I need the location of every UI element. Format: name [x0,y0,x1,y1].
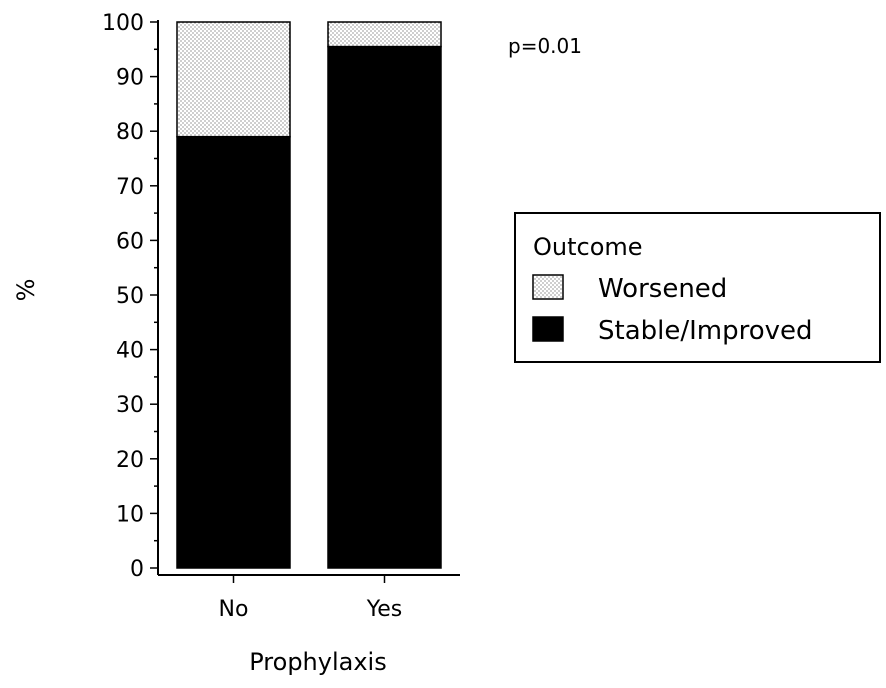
x-axis-title: Prophylaxis [249,648,386,676]
y-ticks: 0 10 20 30 40 50 60 70 80 90 100 [102,11,158,582]
p-value-annotation: p=0.01 [508,34,582,58]
legend-swatch-stable-improved [532,316,564,342]
x-tick-label: No [219,597,249,622]
legend-title: Outcome [533,233,643,261]
y-axis-title: % [12,279,40,302]
y-axis: 0 10 20 30 40 50 60 70 80 90 100 [102,11,159,582]
y-tick-label: 30 [116,393,144,418]
x-tick-label: Yes [366,597,403,622]
legend-box [514,212,881,363]
y-tick-label: 100 [102,11,144,36]
y-tick-label: 70 [116,175,144,200]
y-tick-label: 90 [116,66,144,91]
bar-no-stable-improved [176,135,291,569]
bar-yes-worsened [327,21,442,48]
y-tick-label: 0 [130,557,144,582]
y-tick-label: 10 [116,502,144,527]
y-tick-label: 50 [116,284,144,309]
legend: Outcome Worsened Stable/Improved [514,212,881,363]
y-tick-label: 20 [116,448,144,473]
x-axis: No Yes [158,574,460,622]
bars [176,21,442,569]
x-ticks: No Yes [219,575,403,622]
y-tick-label: 80 [116,120,144,145]
y-tick-label: 40 [116,339,144,364]
bar-yes-stable-improved [327,45,442,569]
legend-label-stable-improved: Stable/Improved [598,316,813,346]
legend-label-worsened: Worsened [598,274,727,304]
bar-no-worsened [176,21,291,138]
legend-swatch-worsened [532,274,564,300]
y-tick-label: 60 [116,229,144,254]
